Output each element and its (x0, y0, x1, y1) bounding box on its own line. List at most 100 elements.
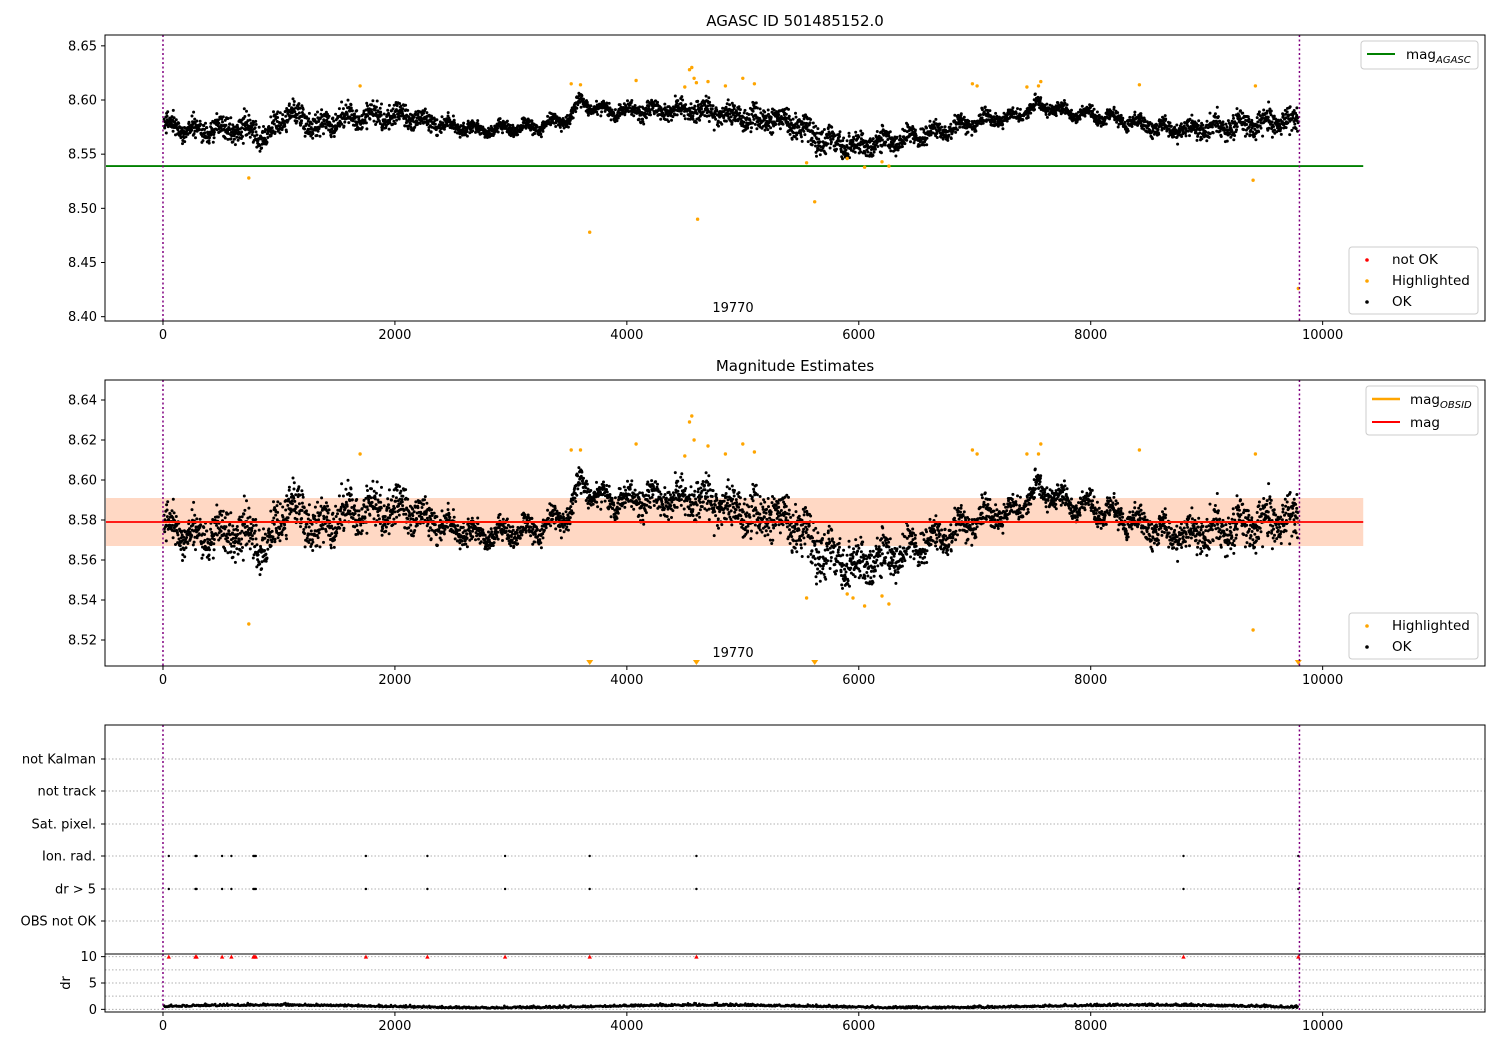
ok-point (742, 111, 746, 115)
ok-point (338, 526, 342, 530)
ok-point (375, 99, 379, 103)
ok-point (297, 111, 301, 115)
ok-point (248, 135, 252, 139)
ok-point (1213, 112, 1217, 116)
ok-point (204, 121, 207, 125)
ok-point (871, 137, 875, 141)
ok-point (802, 129, 806, 133)
ok-point (236, 128, 240, 131)
ok-point (789, 118, 793, 122)
ok-point (881, 124, 885, 128)
ok-point (337, 107, 341, 111)
highlighted-point (578, 83, 583, 87)
ok-point (272, 522, 276, 526)
ok-point (956, 128, 959, 132)
ok-point (1211, 131, 1215, 135)
ok-point (691, 117, 695, 121)
ok-point (236, 138, 240, 142)
ok-point (178, 544, 182, 548)
ok-point (675, 113, 679, 117)
ok-point (311, 540, 315, 544)
ok-point (769, 115, 773, 119)
ok-point (305, 536, 309, 540)
ok-point (633, 104, 637, 107)
ok-point (257, 125, 261, 129)
ok-point (287, 102, 291, 106)
ok-point (649, 113, 652, 117)
ok-point (1207, 135, 1211, 139)
ok-point (207, 139, 211, 143)
ok-point (1208, 111, 1212, 115)
ok-point (241, 135, 244, 138)
ok-point (258, 573, 262, 577)
ok-point (285, 537, 288, 541)
ok-point (313, 514, 317, 518)
ok-point (566, 125, 570, 129)
ok-point (276, 116, 280, 119)
ok-point (372, 119, 376, 123)
ok-point (209, 121, 213, 125)
ok-point (1279, 126, 1283, 130)
ok-point (357, 509, 361, 513)
ok-point (732, 107, 736, 111)
ok-point (815, 131, 819, 135)
ok-point (787, 107, 790, 111)
ok-point (925, 136, 929, 140)
ok-point (163, 530, 167, 534)
ok-point (1078, 117, 1082, 121)
agasc-title: AGASC ID 501485152.0 (706, 12, 884, 30)
ok-point (374, 105, 378, 109)
ok-point (539, 132, 543, 136)
ok-point (286, 119, 290, 122)
y-tick-label: 8.55 (68, 148, 97, 163)
ok-point (922, 128, 926, 132)
ok-point (610, 108, 614, 112)
ok-point (267, 527, 271, 531)
ok-point (190, 128, 194, 132)
ok-point (1083, 114, 1087, 118)
highlighted-point (358, 84, 362, 88)
ok-point (1270, 120, 1274, 124)
ok-point (1195, 138, 1199, 142)
ok-point (725, 102, 729, 106)
ok-point (777, 122, 781, 126)
ok-point (730, 121, 734, 124)
ok-point (763, 110, 767, 114)
ok-point (263, 536, 267, 540)
ok-point (1296, 129, 1299, 133)
ok-point (1284, 126, 1288, 130)
ok-point (264, 552, 268, 556)
ok-point (166, 110, 170, 114)
ok-point (290, 502, 294, 506)
ok-point (307, 525, 311, 529)
x-tick-label: 0 (159, 328, 167, 343)
ok-point (237, 539, 241, 543)
ok-point (240, 515, 244, 519)
ok-point (813, 141, 817, 145)
ok-point (966, 130, 970, 134)
ok-point (1229, 124, 1232, 128)
ok-point (342, 526, 346, 530)
ok-point (281, 505, 285, 509)
ok-point (710, 107, 714, 111)
ok-point (1235, 122, 1239, 126)
ok-point (680, 95, 684, 99)
ok-point (476, 119, 480, 123)
ok-point (442, 127, 446, 131)
ok-point (811, 121, 815, 125)
x-tick-label: 8000 (1074, 328, 1107, 343)
ok-point (241, 141, 245, 145)
ok-point (250, 526, 254, 530)
ok-point (954, 130, 958, 134)
ok-point (1119, 113, 1123, 117)
ok-point (446, 111, 450, 115)
ok-point (645, 112, 649, 116)
ok-point (176, 533, 180, 537)
ok-point (272, 122, 276, 126)
ok-point (1279, 132, 1283, 136)
ok-point (733, 104, 736, 108)
ok-point (292, 496, 296, 500)
ok-point (1261, 134, 1265, 138)
ok-point (316, 500, 319, 504)
ok-point (295, 505, 299, 509)
